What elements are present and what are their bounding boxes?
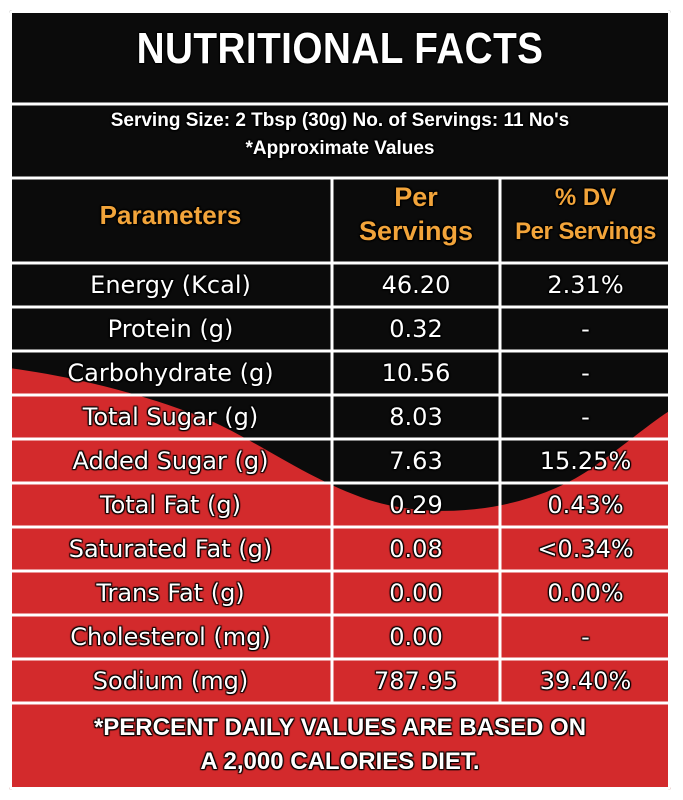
row-param: Cholesterol (mg) xyxy=(70,623,271,651)
row-per-serving: 0.00 xyxy=(389,623,443,651)
row-dv: - xyxy=(581,623,590,651)
row-dv: 2.31% xyxy=(547,271,624,299)
row-dv: <0.34% xyxy=(537,535,634,563)
row-per-serving: 0.00 xyxy=(389,579,443,607)
row-per-serving: 0.32 xyxy=(389,315,443,343)
row-param: Protein (g) xyxy=(107,315,234,343)
row-param: Total Sugar (g) xyxy=(82,403,259,431)
row-param: Sodium (mg) xyxy=(92,667,249,695)
footnote-line-2: A 2,000 CALORIES DIET. xyxy=(200,748,480,775)
approximate-note: *Approximate Values xyxy=(245,138,435,159)
header-per-1: Per xyxy=(394,182,438,212)
nutrition-facts-panel: NUTRITIONAL FACTS Serving Size: 2 Tbsp (… xyxy=(9,10,671,790)
header-parameters: Parameters xyxy=(99,200,242,230)
row-per-serving: 787.95 xyxy=(374,667,458,695)
header-dv-2: Per Servings xyxy=(515,218,656,245)
table-grid xyxy=(9,10,671,790)
row-per-serving: 46.20 xyxy=(381,271,451,299)
row-per-serving: 0.29 xyxy=(389,491,443,519)
row-param: Added Sugar (g) xyxy=(72,447,269,475)
row-dv: 0.00% xyxy=(547,579,624,607)
row-dv: - xyxy=(581,403,590,431)
row-dv: 15.25% xyxy=(539,447,632,475)
row-dv: 39.40% xyxy=(539,667,632,695)
row-per-serving: 7.63 xyxy=(389,447,443,475)
row-param: Total Fat (g) xyxy=(100,491,241,519)
row-dv: - xyxy=(581,315,590,343)
row-per-serving: 10.56 xyxy=(381,359,451,387)
serving-info: Serving Size: 2 Tbsp (30g) No. of Servin… xyxy=(110,110,570,131)
row-param: Trans Fat (g) xyxy=(96,579,245,607)
header-dv-1: % DV xyxy=(554,184,617,211)
footnote-line-1: *PERCENT DAILY VALUES ARE BASED ON xyxy=(93,714,587,741)
header-per-2: Servings xyxy=(358,216,474,246)
row-per-serving: 0.08 xyxy=(389,535,443,563)
row-param: Carbohydrate (g) xyxy=(67,359,274,387)
row-per-serving: 8.03 xyxy=(389,403,443,431)
row-dv: 0.43% xyxy=(547,491,624,519)
page-title: NUTRITIONAL FACTS xyxy=(136,24,544,73)
row-param: Energy (Kcal) xyxy=(90,271,251,299)
row-param: Saturated Fat (g) xyxy=(68,535,273,563)
row-dv: - xyxy=(581,359,590,387)
